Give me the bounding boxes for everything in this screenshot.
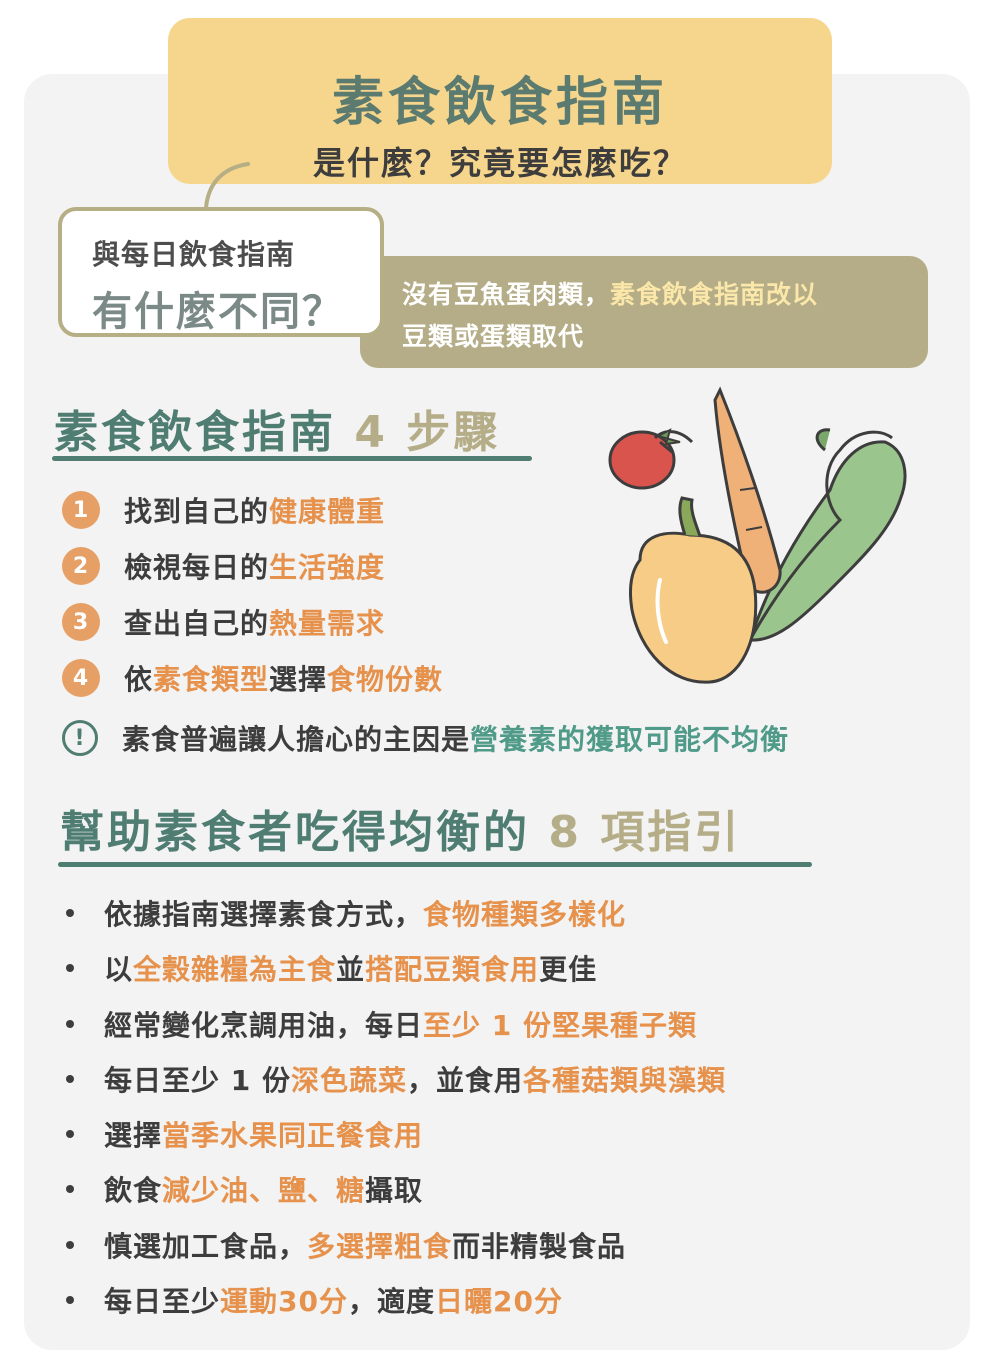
step-highlight: 生活強度 (269, 551, 386, 584)
step-item: 3 查出自己的 熱量需求 (62, 602, 385, 642)
guide-text: 每日至少 1 份 (104, 1064, 291, 1097)
speech-tail-icon (204, 162, 250, 210)
step-text: 選擇 (269, 663, 328, 696)
guide-text: 飲食 (104, 1174, 163, 1207)
page-subtitle: 是什麼？究竟要怎麼吃？ (312, 144, 687, 182)
guide-text: 依據指南選擇素食方式， (104, 898, 424, 931)
carrot-icon (713, 386, 782, 594)
step-number-badge: 1 (62, 491, 100, 529)
answer-part-1: 沒有豆魚蛋肉類， (402, 280, 611, 309)
guide-text: 慎選加工食品， (104, 1230, 308, 1263)
steps-title-text: 素食飲食指南 (54, 407, 336, 458)
steps-section-title: 素食飲食指南 4 步驟 (54, 396, 500, 460)
step-highlight: 食物份數 (327, 663, 444, 696)
bullet-dot-icon (66, 1241, 74, 1249)
question-box: 與每日飲食指南 有什麼不同？ (58, 207, 384, 337)
step-item: 1 找到自己的 健康體重 (62, 490, 385, 530)
question-line-1: 與每日飲食指南 (92, 238, 296, 271)
answer-text: 沒有豆魚蛋肉類，素食飲食指南改以 豆類或蛋類取代 (402, 274, 914, 358)
guide-highlight: 運動30分 (220, 1285, 348, 1318)
guide-item: 依據指南選擇素食方式， 食物種類多樣化 (66, 893, 626, 933)
step-text: 檢視每日的 (124, 551, 270, 584)
guide-item: 飲食 減少油、鹽、糖 攝取 (66, 1169, 423, 1209)
answer-part-3: 豆類或蛋類取代 (402, 322, 585, 351)
guide-highlight: 當季水果同正餐食用 (162, 1119, 424, 1152)
guide-item: 慎選加工食品， 多選擇粗食 而非精製食品 (66, 1225, 626, 1265)
guide-highlight: 全穀雜糧為主食 (133, 953, 337, 986)
guide-text: 經常變化烹調用油，每日 (104, 1009, 424, 1042)
bullet-dot-icon (66, 1130, 74, 1138)
guide-highlight: 搭配豆類食用 (365, 953, 540, 986)
guide-item: 經常變化烹調用油，每日 至少 1 份堅果種子類 (66, 1004, 697, 1044)
guide-text: 攝取 (365, 1174, 424, 1207)
guide-text: 而非精製食品 (452, 1230, 627, 1263)
step-text: 找到自己的 (124, 495, 270, 528)
guide-title-number: 8 項指引 (548, 807, 742, 858)
warning-highlight: 營養素的獲取可能不均衡 (470, 723, 790, 756)
header-banner: 素食飲食指南 是什麼？究竟要怎麼吃？ (168, 18, 832, 184)
guide-text: ，適度 (347, 1285, 435, 1318)
step-number-badge: 3 (62, 603, 100, 641)
guide-text: 並 (336, 953, 366, 986)
guide-highlight: 各種菇類與藻類 (523, 1064, 727, 1097)
guide-item: 每日至少 1 份深色蔬菜 ，並食用 各種菇類與藻類 (66, 1059, 726, 1099)
guide-highlight: 至少 1 份堅果種子類 (423, 1009, 697, 1042)
bell-pepper-icon (628, 496, 758, 684)
bullet-dot-icon (66, 1296, 74, 1304)
step-highlight: 熱量需求 (269, 607, 386, 640)
step-highlight: 素食類型 (153, 663, 270, 696)
answer-highlight: 素食飲食指南改以 (610, 280, 819, 309)
guide-item: 以全穀雜糧為主食並搭配豆類食用 更佳 (66, 948, 597, 988)
step-text: 依 (124, 663, 154, 696)
steps-title-number: 4 步驟 (354, 407, 501, 458)
guide-section-title: 幫助素食者吃得均衡的 8 項指引 (60, 796, 741, 860)
question-line-2: 有什麼不同？ (92, 289, 344, 335)
answer-box: 沒有豆魚蛋肉類，素食飲食指南改以 豆類或蛋類取代 (360, 256, 928, 368)
step-number-badge: 2 (62, 547, 100, 585)
steps-section-rule (52, 456, 532, 461)
bullet-dot-icon (66, 909, 74, 917)
guide-text: 選擇 (104, 1119, 163, 1152)
guide-highlight: 食物種類多樣化 (423, 898, 627, 931)
guide-item: 每日至少 運動30分 ，適度 日曬20分 (66, 1280, 563, 1320)
page-title: 素食飲食指南 (331, 73, 668, 133)
guide-section-rule (58, 862, 812, 867)
guide-highlight: 減少油、鹽、糖 (162, 1174, 366, 1207)
warning-text: 素食普遍讓人擔心的主因是 (122, 723, 471, 756)
tomato-icon (608, 428, 694, 490)
bullet-dot-icon (66, 1185, 74, 1193)
bullet-dot-icon (66, 1020, 74, 1028)
bullet-dot-icon (66, 1075, 74, 1083)
step-text: 查出自己的 (124, 607, 270, 640)
guide-text: 每日至少 (104, 1285, 221, 1318)
step-item: 2 檢視每日的 生活強度 (62, 546, 385, 586)
guide-highlight: 日曬20分 (435, 1285, 563, 1318)
guide-title-text: 幫助素食者吃得均衡的 (60, 807, 530, 858)
guide-text: 以 (104, 953, 134, 986)
guide-text: ，並食用 (407, 1064, 524, 1097)
bok-choy-icon (747, 428, 907, 642)
exclamation-icon: ! (62, 720, 98, 756)
step-highlight: 健康體重 (269, 495, 386, 528)
vegetables-illustration (608, 386, 907, 684)
step-number-badge: 4 (62, 659, 100, 697)
bullet-dot-icon (66, 964, 74, 972)
warning-note: ! 素食普遍讓人擔心的主因是 營養素的獲取可能不均衡 (62, 718, 789, 758)
step-item: 4 依素食類型 選擇 食物份數 (62, 658, 443, 698)
guide-text: 更佳 (539, 953, 598, 986)
guide-highlight: 深色蔬菜 (290, 1064, 407, 1097)
guide-highlight: 多選擇粗食 (307, 1230, 453, 1263)
guide-item: 選擇 當季水果同正餐食用 (66, 1114, 423, 1154)
